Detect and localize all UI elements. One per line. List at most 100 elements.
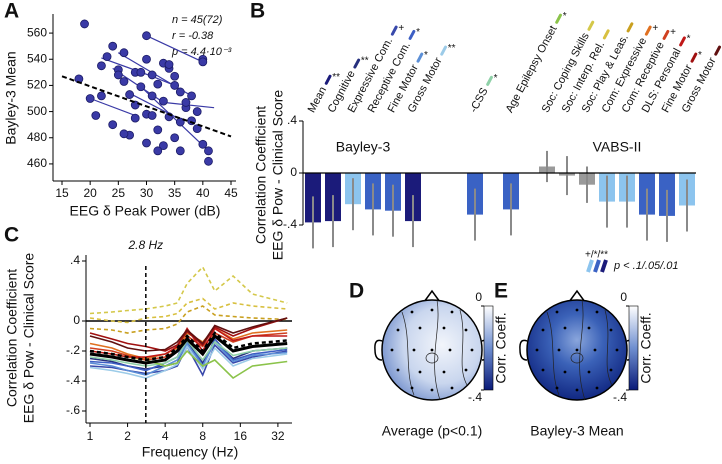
x-tick-label: 4 xyxy=(162,429,169,443)
significance: * xyxy=(416,27,420,38)
y-tick-label: -.2 xyxy=(66,343,80,357)
label-marker xyxy=(555,13,562,24)
x-tick-label: 2 xyxy=(124,429,131,443)
point xyxy=(80,19,89,29)
electrode xyxy=(450,310,454,314)
electrode xyxy=(442,326,446,330)
x-axis-label: EEG δ Peak Power (dB) xyxy=(70,203,221,219)
point xyxy=(119,48,129,58)
point xyxy=(153,125,163,135)
significance: ** xyxy=(361,56,369,67)
point xyxy=(102,52,112,62)
point xyxy=(142,138,151,148)
point xyxy=(164,60,174,69)
electrode xyxy=(412,348,416,352)
legend-swatch xyxy=(586,259,594,273)
electrode xyxy=(575,348,579,352)
point xyxy=(181,98,191,107)
label-marker xyxy=(602,29,610,40)
electrode xyxy=(410,386,414,390)
y-tick-label: 480 xyxy=(27,130,47,144)
point xyxy=(108,120,118,130)
link-line xyxy=(146,35,204,63)
electrode xyxy=(464,368,468,372)
series-line xyxy=(89,339,288,367)
x-tick-label: 40 xyxy=(196,186,210,200)
point xyxy=(130,100,140,110)
significance: * xyxy=(424,50,428,61)
electrode xyxy=(418,326,422,330)
electrode xyxy=(418,370,422,374)
x-tick-label: 45 xyxy=(224,186,238,200)
y-tick-label: 540 xyxy=(27,51,47,65)
label-marker xyxy=(690,52,698,63)
legend-swatch xyxy=(600,259,608,273)
significance: * xyxy=(687,34,691,45)
ear xyxy=(374,339,383,361)
electrode xyxy=(609,328,613,332)
electrode xyxy=(430,348,434,352)
point xyxy=(147,70,157,80)
point xyxy=(97,61,106,71)
point xyxy=(198,139,208,149)
x-tick-label: 30 xyxy=(140,186,154,200)
electrode xyxy=(390,348,394,352)
electrode xyxy=(470,348,474,352)
y-tick-label: .4 xyxy=(70,253,80,267)
series-line xyxy=(89,333,288,365)
marker-label: 2.8 Hz xyxy=(127,238,163,252)
significance: + xyxy=(652,23,658,34)
series-line xyxy=(89,317,288,352)
electrode xyxy=(595,386,599,390)
point xyxy=(113,70,123,80)
contour xyxy=(570,352,584,364)
annotation: r = -0.38 xyxy=(172,30,214,42)
point xyxy=(119,129,129,139)
y-tick-label: -.6 xyxy=(66,403,80,417)
y-tick-label: 460 xyxy=(27,156,47,170)
electrode xyxy=(442,370,446,374)
point xyxy=(153,79,163,89)
x-tick-label: 16 xyxy=(234,429,248,443)
y-tick-label: 520 xyxy=(27,78,47,92)
point xyxy=(170,71,180,81)
point xyxy=(142,54,151,64)
electrode xyxy=(595,310,599,314)
electrode xyxy=(575,308,579,312)
point xyxy=(108,41,118,51)
colorbar-tick-label: 0 xyxy=(620,290,627,304)
series-line xyxy=(89,297,288,324)
x-tick-label: 32 xyxy=(271,429,285,443)
legend-text: p < .1/.05/.01 xyxy=(613,260,679,272)
series-line xyxy=(89,265,288,315)
x-tick-label: 15 xyxy=(55,186,69,200)
electrode xyxy=(557,348,561,352)
label-marker xyxy=(679,36,686,47)
electrode xyxy=(615,348,619,352)
label-marker xyxy=(662,29,670,40)
category-label: -CSS xyxy=(468,86,491,115)
x-tick-label: 25 xyxy=(112,186,126,200)
electrode xyxy=(593,348,597,352)
annotation: p = 4.4·10⁻³ xyxy=(171,46,232,58)
label-marker xyxy=(626,22,634,33)
colorbar-tick-label: -.4 xyxy=(468,390,482,404)
point xyxy=(91,111,101,120)
electrode xyxy=(587,326,591,330)
contour xyxy=(425,352,439,364)
y-tick-label: -.4 xyxy=(283,217,297,231)
point xyxy=(125,90,135,99)
point xyxy=(85,94,95,103)
significance: * xyxy=(698,50,702,61)
electrode xyxy=(541,368,545,372)
y-tick-label: 0 xyxy=(290,165,297,179)
colorbar-label: Corr. Coeff. xyxy=(638,312,654,383)
colorbar-tick-label: -.4 xyxy=(613,390,627,404)
x-tick-label: 20 xyxy=(83,186,97,200)
point xyxy=(204,146,213,156)
series-line xyxy=(89,344,288,379)
caption: Average (p<0.1) xyxy=(382,423,483,439)
contour xyxy=(434,299,441,401)
y-axis-label: EEG δ Pow - Clinical Score xyxy=(21,253,37,424)
